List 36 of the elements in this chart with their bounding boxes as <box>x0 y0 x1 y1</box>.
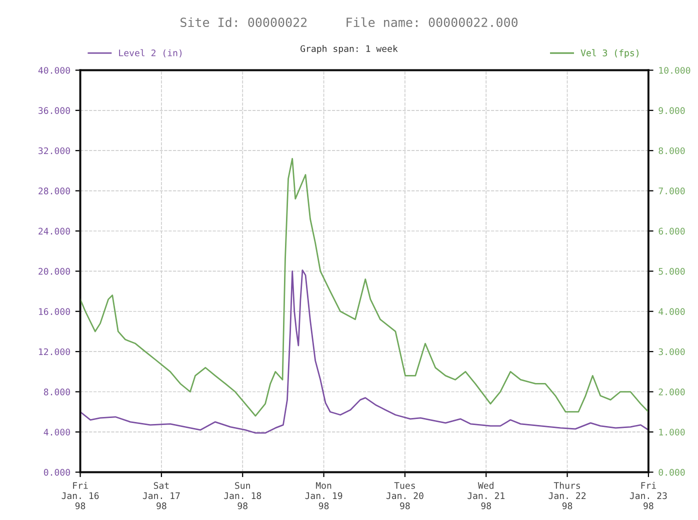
y-tick-label: 4.000 <box>44 428 70 436</box>
y-tick-label: 32.000 <box>38 147 70 154</box>
chart-title: Site Id: 00000022 File name: 00000022.000 <box>180 17 518 28</box>
y-tick-label: 36.000 <box>38 107 70 114</box>
line-series <box>80 269 648 434</box>
y-tick-label: 28.000 <box>38 188 70 194</box>
y-tick-label: 40.000 <box>38 66 70 74</box>
x-tick-label: Fri Jan. 16 98 <box>62 482 99 510</box>
x-tick-label: Sat Jan. 17 98 <box>142 482 180 510</box>
line-series <box>80 158 648 417</box>
y2-tick-label: 7.000 <box>658 188 685 194</box>
y2-tick-label: 5.000 <box>658 268 685 275</box>
y-tick-label: 8.000 <box>44 388 70 396</box>
y-tick-label: 20.000 <box>38 268 70 275</box>
legend-label: Level 2 (in) <box>119 49 182 58</box>
y-tick-label: 0.000 <box>44 468 70 476</box>
x-tick-label: Thurs Jan. 22 98 <box>548 482 586 510</box>
y2-tick-label: 0.000 <box>658 468 685 476</box>
x-tick-label: Wed Jan. 21 98 <box>468 482 505 510</box>
y2-tick-label: 1.000 <box>659 428 685 436</box>
y-tick-label: 16.000 <box>39 308 70 315</box>
y2-tick-label: 9.000 <box>658 107 685 114</box>
x-tick-label: Sun Jan. 18 98 <box>224 482 262 510</box>
y2-tick-label: 3.000 <box>658 348 685 356</box>
text: Graph span: 1 week <box>300 45 398 54</box>
y2-tick-label: 6.000 <box>658 228 685 235</box>
y2-tick-label: 10.000 <box>659 66 690 74</box>
legend-label: Vel 3 (fps) <box>580 49 638 58</box>
y2-tick-label: 8.000 <box>658 147 685 154</box>
y2-tick-label: 4.000 <box>658 308 685 315</box>
y2-tick-label: 2.000 <box>658 388 685 396</box>
x-tick-label: Fri Jan. 23 98 <box>630 482 667 510</box>
y-tick-label: 12.000 <box>39 348 70 356</box>
y-tick-label: 24.000 <box>38 228 70 235</box>
x-tick-label: Tues Jan. 20 98 <box>386 482 424 510</box>
x-tick-label: Mon Jan. 19 98 <box>305 482 342 510</box>
